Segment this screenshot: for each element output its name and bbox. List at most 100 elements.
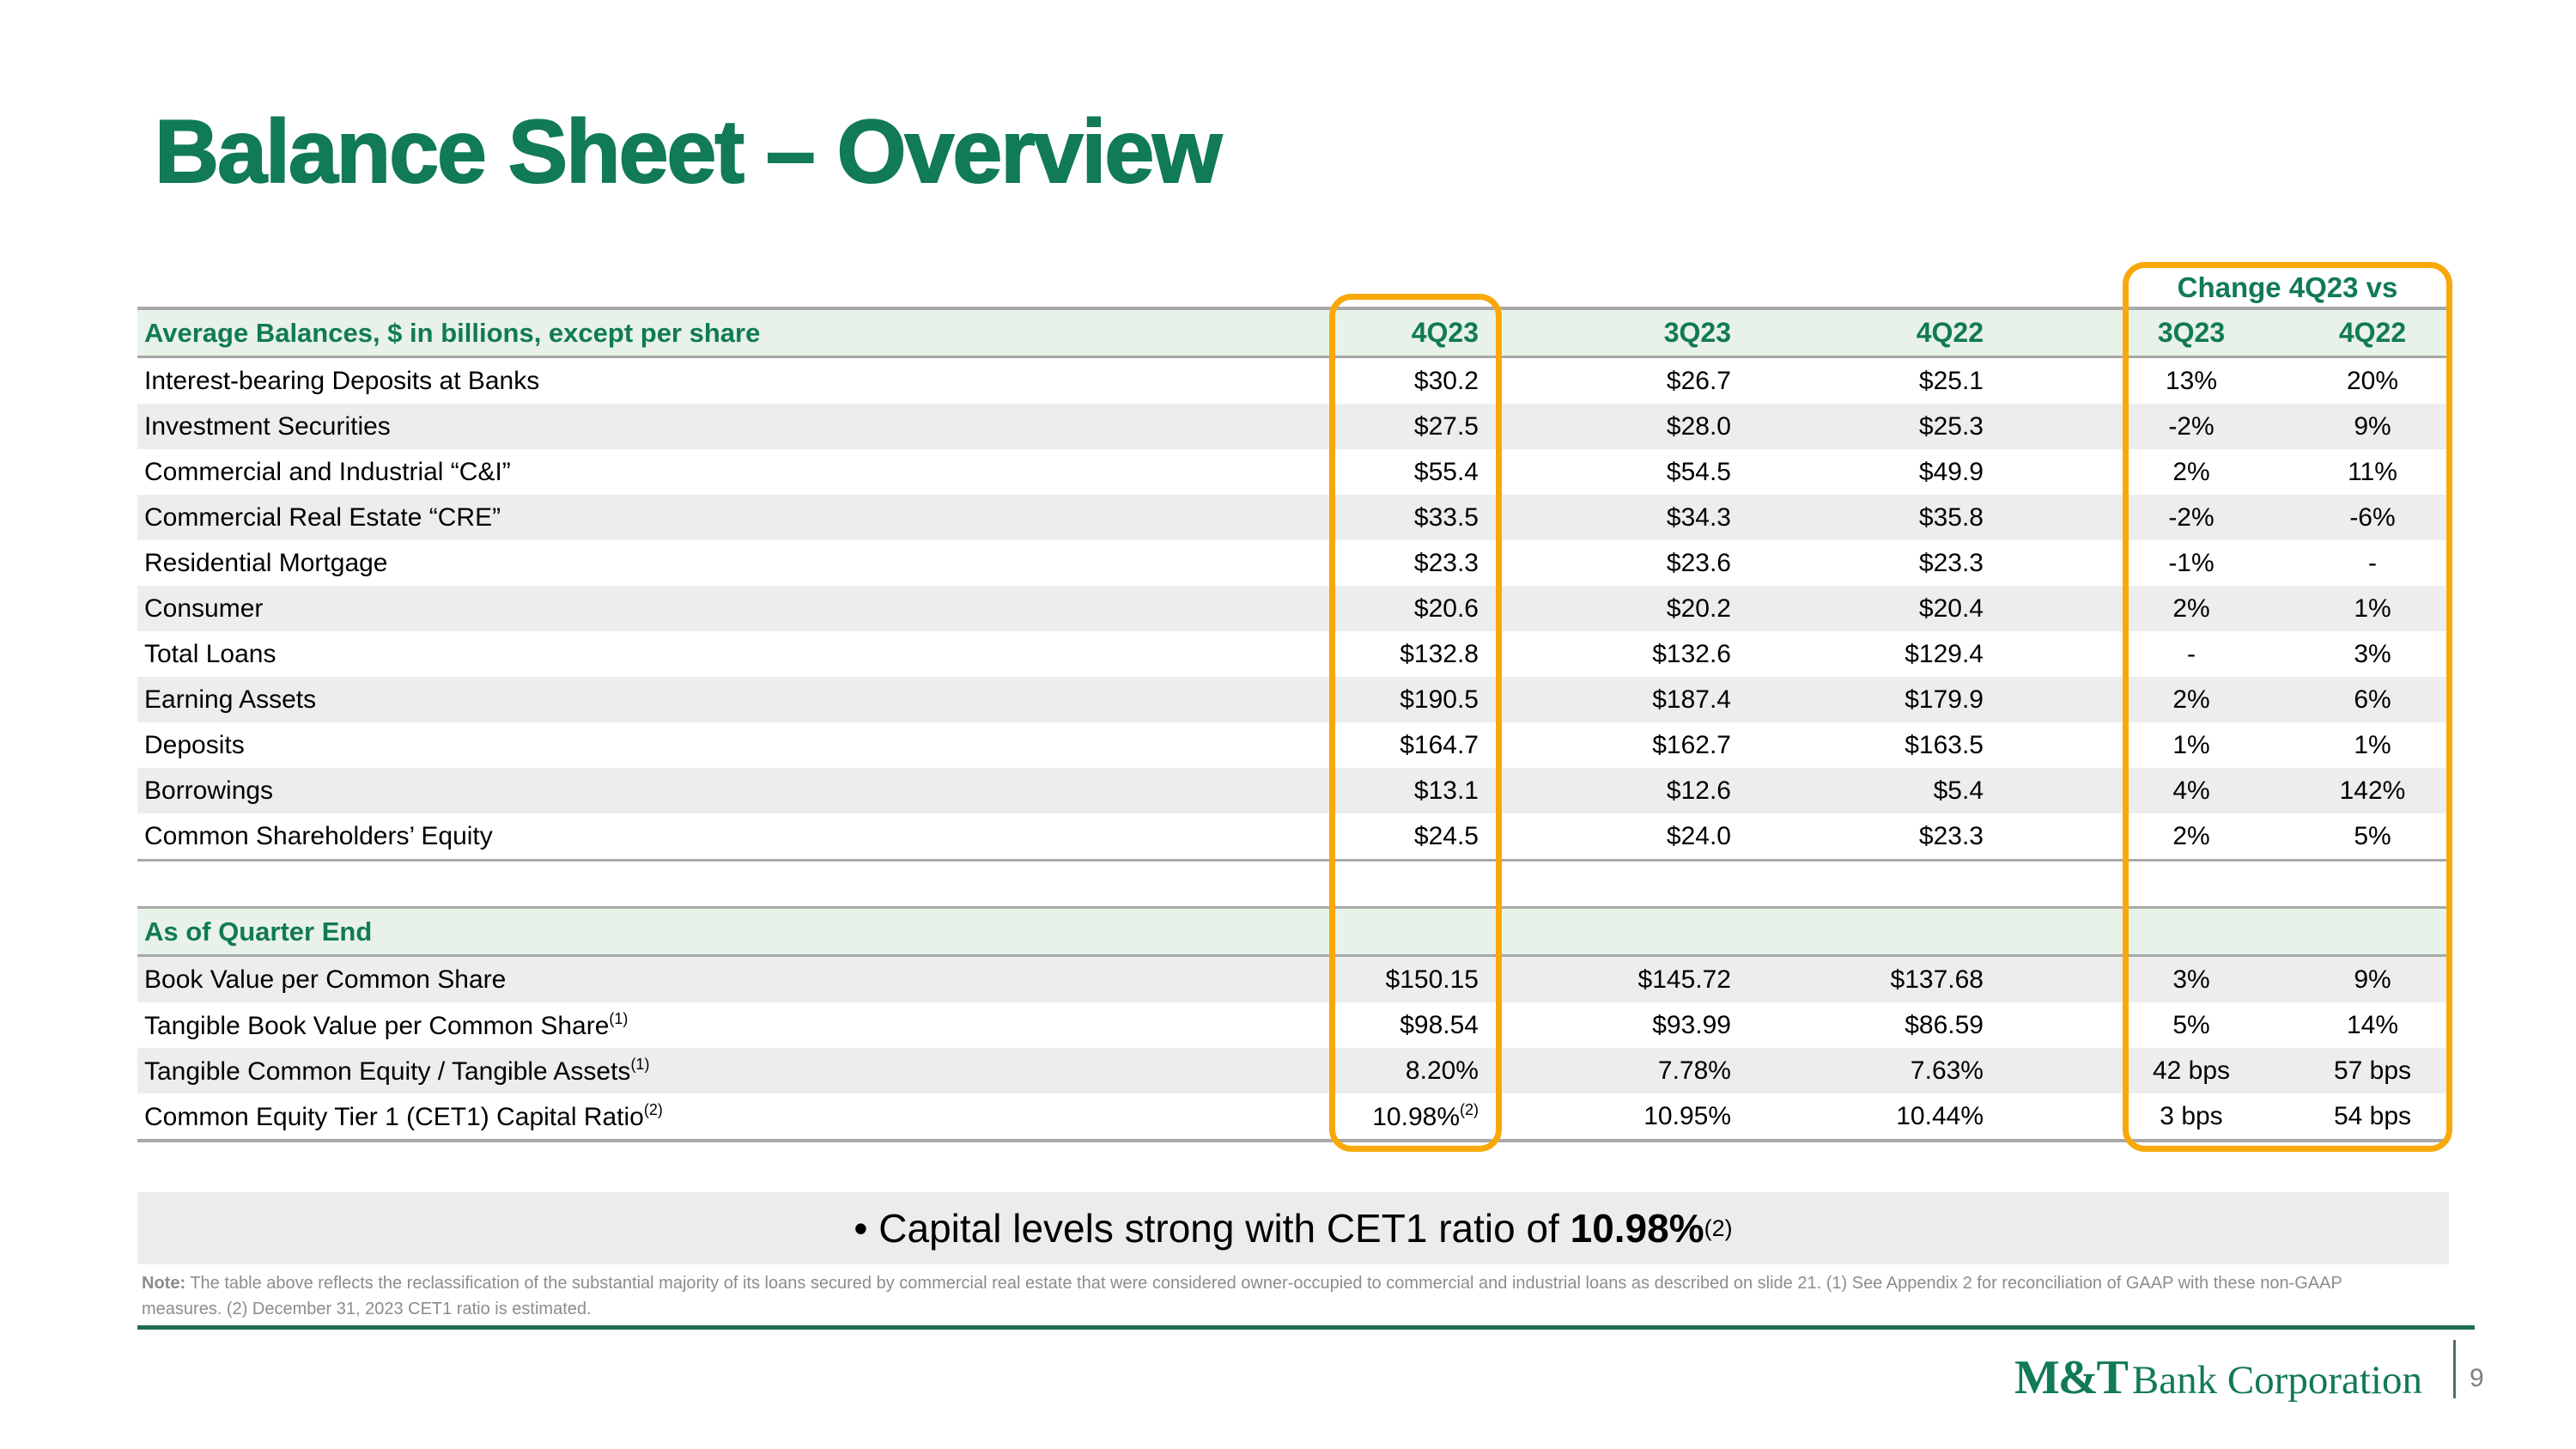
logo-separator xyxy=(2453,1340,2456,1398)
change-cell: 142% xyxy=(2339,776,2406,805)
row-label: Consumer xyxy=(144,594,264,623)
change-cell: 2% xyxy=(2172,685,2210,714)
quarter-end-section: Book Value per Common Share $150.15 $145.7… xyxy=(137,957,2449,1142)
key-takeaway-callout: • Capital levels strong with CET1 ratio … xyxy=(137,1192,2449,1264)
value-cell: $93.99 xyxy=(1652,1010,1731,1039)
page-number: 9 xyxy=(2470,1364,2484,1392)
change-cell: 57 bps xyxy=(2333,1056,2412,1085)
value-cell: 10.95% xyxy=(1643,1101,1731,1130)
table-row: Tangible Book Value per Common Share(1) $… xyxy=(137,1002,2449,1048)
row-label: Total Loans xyxy=(144,639,276,668)
change-cell: 3% xyxy=(2172,965,2210,994)
value-cell: $187.4 xyxy=(1652,685,1731,714)
value-cell: $145.72 xyxy=(1637,965,1731,994)
row-label: Common Equity Tier 1 (CET1) Capital Rati… xyxy=(144,1100,663,1131)
column-header-change-4q22: 4Q22 xyxy=(2338,317,2407,348)
logo-mt: M&T xyxy=(2014,1351,2129,1404)
change-cell: 9% xyxy=(2354,965,2391,994)
table-row: Residential Mortgage $23.3 $23.6 $23.3 -1% - xyxy=(137,540,2449,586)
change-cell: 9% xyxy=(2354,411,2391,441)
page-title: Balance Sheet – Overview xyxy=(154,101,1223,203)
column-header-4q22: 4Q22 xyxy=(1916,317,1984,348)
value-cell: $20.2 xyxy=(1666,594,1731,623)
change-cell: 14% xyxy=(2346,1010,2399,1039)
value-cell: 10.98%(2) xyxy=(1372,1100,1479,1131)
logo-bank-corporation: Bank Corporation xyxy=(2131,1358,2422,1403)
value-cell: $25.1 xyxy=(1918,366,1984,395)
value-cell: $49.9 xyxy=(1918,457,1984,486)
table-row: Book Value per Common Share $150.15 $145.7… xyxy=(137,957,2449,1002)
value-cell: $33.5 xyxy=(1413,502,1479,532)
value-cell: $12.6 xyxy=(1666,776,1731,805)
footnote-marker: (2) xyxy=(1460,1100,1479,1118)
footnote-block: Note: The table above reflects the recla… xyxy=(142,1270,2460,1322)
value-cell: $163.5 xyxy=(1905,730,1984,759)
change-cell: 2% xyxy=(2172,594,2210,623)
value-cell: $26.7 xyxy=(1666,366,1731,395)
value-cell: 7.78% xyxy=(1657,1056,1731,1085)
footnote-label: Note: xyxy=(142,1274,186,1293)
table-header-label: Average Balances, $ in billions, except … xyxy=(144,317,761,348)
value-cell: $86.59 xyxy=(1905,1010,1984,1039)
change-cell: 6% xyxy=(2354,685,2391,714)
change-cell: 1% xyxy=(2354,594,2391,623)
change-cell: 1% xyxy=(2354,730,2391,759)
footnote-marker: (1) xyxy=(630,1055,650,1073)
change-cell: 3% xyxy=(2354,639,2391,668)
change-cell: 4% xyxy=(2172,776,2210,805)
table-row: Deposits $164.7 $162.7 $163.5 1% 1% xyxy=(137,722,2449,768)
value-cell: $35.8 xyxy=(1918,502,1984,532)
row-label: Commercial Real Estate “CRE” xyxy=(144,502,501,532)
change-cell: -2% xyxy=(2168,502,2215,532)
value-cell: $24.0 xyxy=(1666,821,1731,850)
footnote-line-2: measures. (2) December 31, 2023 CET1 rat… xyxy=(142,1300,592,1318)
value-cell: $98.54 xyxy=(1400,1010,1479,1039)
value-cell: $34.3 xyxy=(1666,502,1731,532)
table-row: Common Shareholders’ Equity $24.5 $24.0 $23… xyxy=(137,813,2449,861)
callout-footnote-marker: (2) xyxy=(1704,1215,1733,1241)
change-cell: 1% xyxy=(2172,730,2210,759)
change-cell: 3 bps xyxy=(2160,1101,2223,1130)
table-row: Borrowings $13.1 $12.6 $5.4 4% 142% xyxy=(137,768,2449,813)
value-cell: $23.3 xyxy=(1918,548,1984,577)
change-cell: 5% xyxy=(2172,1010,2210,1039)
footnote-line-1: Note: The table above reflects the recla… xyxy=(142,1274,2342,1293)
callout-text: • Capital levels strong with CET1 ratio … xyxy=(854,1206,1571,1251)
footnote-marker: (1) xyxy=(609,1009,629,1027)
value-cell: $27.5 xyxy=(1413,411,1479,441)
value-cell: $28.0 xyxy=(1666,411,1731,441)
change-cell: 11% xyxy=(2348,457,2397,486)
value-cell: $150.15 xyxy=(1385,965,1479,994)
row-label: Tangible Book Value per Common Share(1) xyxy=(144,1009,629,1040)
row-label: Residential Mortgage xyxy=(144,548,388,577)
table-row: Tangible Common Equity / Tangible Assets… xyxy=(137,1048,2449,1093)
value-cell: $164.7 xyxy=(1400,730,1479,759)
change-cell: -6% xyxy=(2349,502,2396,532)
row-label: Deposits xyxy=(144,730,245,759)
value-cell: $25.3 xyxy=(1918,411,1984,441)
value-cell: $20.4 xyxy=(1918,594,1984,623)
row-label: Book Value per Common Share xyxy=(144,965,507,994)
section-gap xyxy=(137,861,2449,906)
table-row: Interest-bearing Deposits at Banks $30.2 $… xyxy=(137,358,2449,404)
footnote-marker: (2) xyxy=(643,1100,663,1118)
footer-divider xyxy=(137,1325,2475,1330)
value-cell: $5.4 xyxy=(1933,776,1984,805)
value-cell: $132.6 xyxy=(1652,639,1731,668)
table-header-row: Average Balances, $ in billions, except … xyxy=(137,307,2449,358)
column-header-change-3q23: 3Q23 xyxy=(2157,317,2226,348)
change-cell: 2% xyxy=(2172,457,2210,486)
value-cell: $30.2 xyxy=(1413,366,1479,395)
change-cell: 2% xyxy=(2172,821,2210,850)
highlight-box-4q23-column xyxy=(1329,294,1502,1152)
value-cell: $54.5 xyxy=(1666,457,1731,486)
row-label: Borrowings xyxy=(144,776,274,805)
change-cell: 54 bps xyxy=(2333,1101,2412,1130)
table-row: Total Loans $132.8 $132.6 $129.4 - 3% xyxy=(137,631,2449,677)
value-cell: $179.9 xyxy=(1905,685,1984,714)
value-cell: $137.68 xyxy=(1890,965,1984,994)
change-cell: 42 bps xyxy=(2152,1056,2231,1085)
callout-highlight-value: 10.98% xyxy=(1570,1206,1704,1251)
value-cell: $23.6 xyxy=(1666,548,1731,577)
